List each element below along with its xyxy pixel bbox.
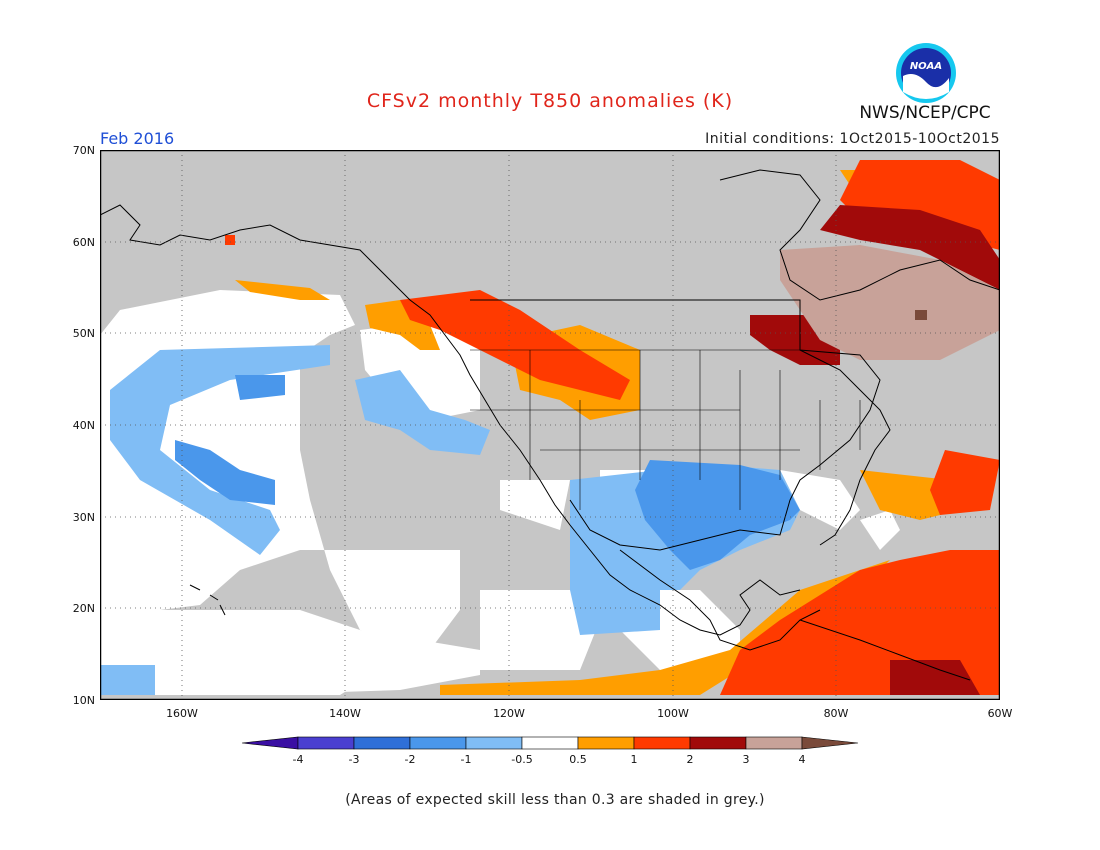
colorbar-swatch (745, 736, 803, 750)
extreme-warm-cell (915, 310, 927, 320)
initial-conditions-label: Initial conditions: 1Oct2015-10Oct2015 (705, 131, 1000, 147)
colorbar-label: 3 (743, 753, 750, 766)
colorbar-label: -1 (461, 753, 472, 766)
lon-label: 60W (988, 707, 1013, 720)
map-title: CFSv2 monthly T850 anomalies (K) (366, 90, 734, 112)
colorbar-swatch (409, 736, 467, 750)
lon-label: 80W (824, 707, 849, 720)
colorbar-swatch (801, 736, 859, 750)
colorbar-swatch (465, 736, 523, 750)
colorbar-label: 1 (631, 753, 638, 766)
colorbar-label: -3 (349, 753, 360, 766)
lat-label: 60N (73, 236, 95, 249)
colorbar-label: 2 (687, 753, 694, 766)
logo-text: NOAA (910, 61, 942, 72)
coastlines (100, 169, 1000, 681)
agency-label: NWS/NCEP/CPC (859, 103, 991, 123)
colorbar-swatch (689, 736, 747, 750)
colorbar-label: -4 (293, 753, 304, 766)
colorbar-label: 4 (799, 753, 806, 766)
colorbar-swatch (353, 736, 411, 750)
colorbar-legend: -4 -3 -2 -1 -0.5 0.5 1 2 3 4 (241, 736, 859, 766)
lat-label: 70N (73, 144, 95, 157)
axis-labels: 70N 60N 50N 40N 30N 20N 10N 160W 140W 12… (73, 144, 1013, 720)
lon-label: 100W (657, 707, 689, 720)
blue-regions (175, 375, 800, 570)
colorbar-swatch (633, 736, 691, 750)
lat-label: 30N (73, 511, 95, 524)
colorbar-label: 0.5 (569, 753, 587, 766)
lon-label: 160W (166, 707, 198, 720)
lat-label: 20N (73, 602, 95, 615)
colorbar-swatch (241, 736, 299, 750)
colorbar-swatch (297, 736, 355, 750)
anomaly-map (100, 150, 1000, 700)
colorbar-swatch (577, 736, 635, 750)
lat-label: 10N (73, 694, 95, 707)
brown-region (780, 245, 1000, 360)
lat-label: 40N (73, 419, 95, 432)
graticule (100, 150, 1000, 700)
colorbar-swatch (521, 736, 579, 750)
skill-footnote: (Areas of expected skill less than 0.3 a… (345, 792, 765, 808)
colorbar-label: -2 (405, 753, 416, 766)
lat-label: 50N (73, 327, 95, 340)
noaa-logo-icon: NOAA (896, 43, 956, 103)
lon-label: 120W (493, 707, 525, 720)
colorbar-label: -0.5 (511, 753, 532, 766)
lon-label: 140W (329, 707, 361, 720)
colorbar-labels: -4 -3 -2 -1 -0.5 0.5 1 2 3 4 (293, 753, 806, 766)
colorbar-swatches (241, 736, 859, 750)
map-frame (100, 150, 1000, 700)
valid-month-label: Feb 2016 (100, 129, 175, 148)
state-borders (470, 349, 861, 510)
